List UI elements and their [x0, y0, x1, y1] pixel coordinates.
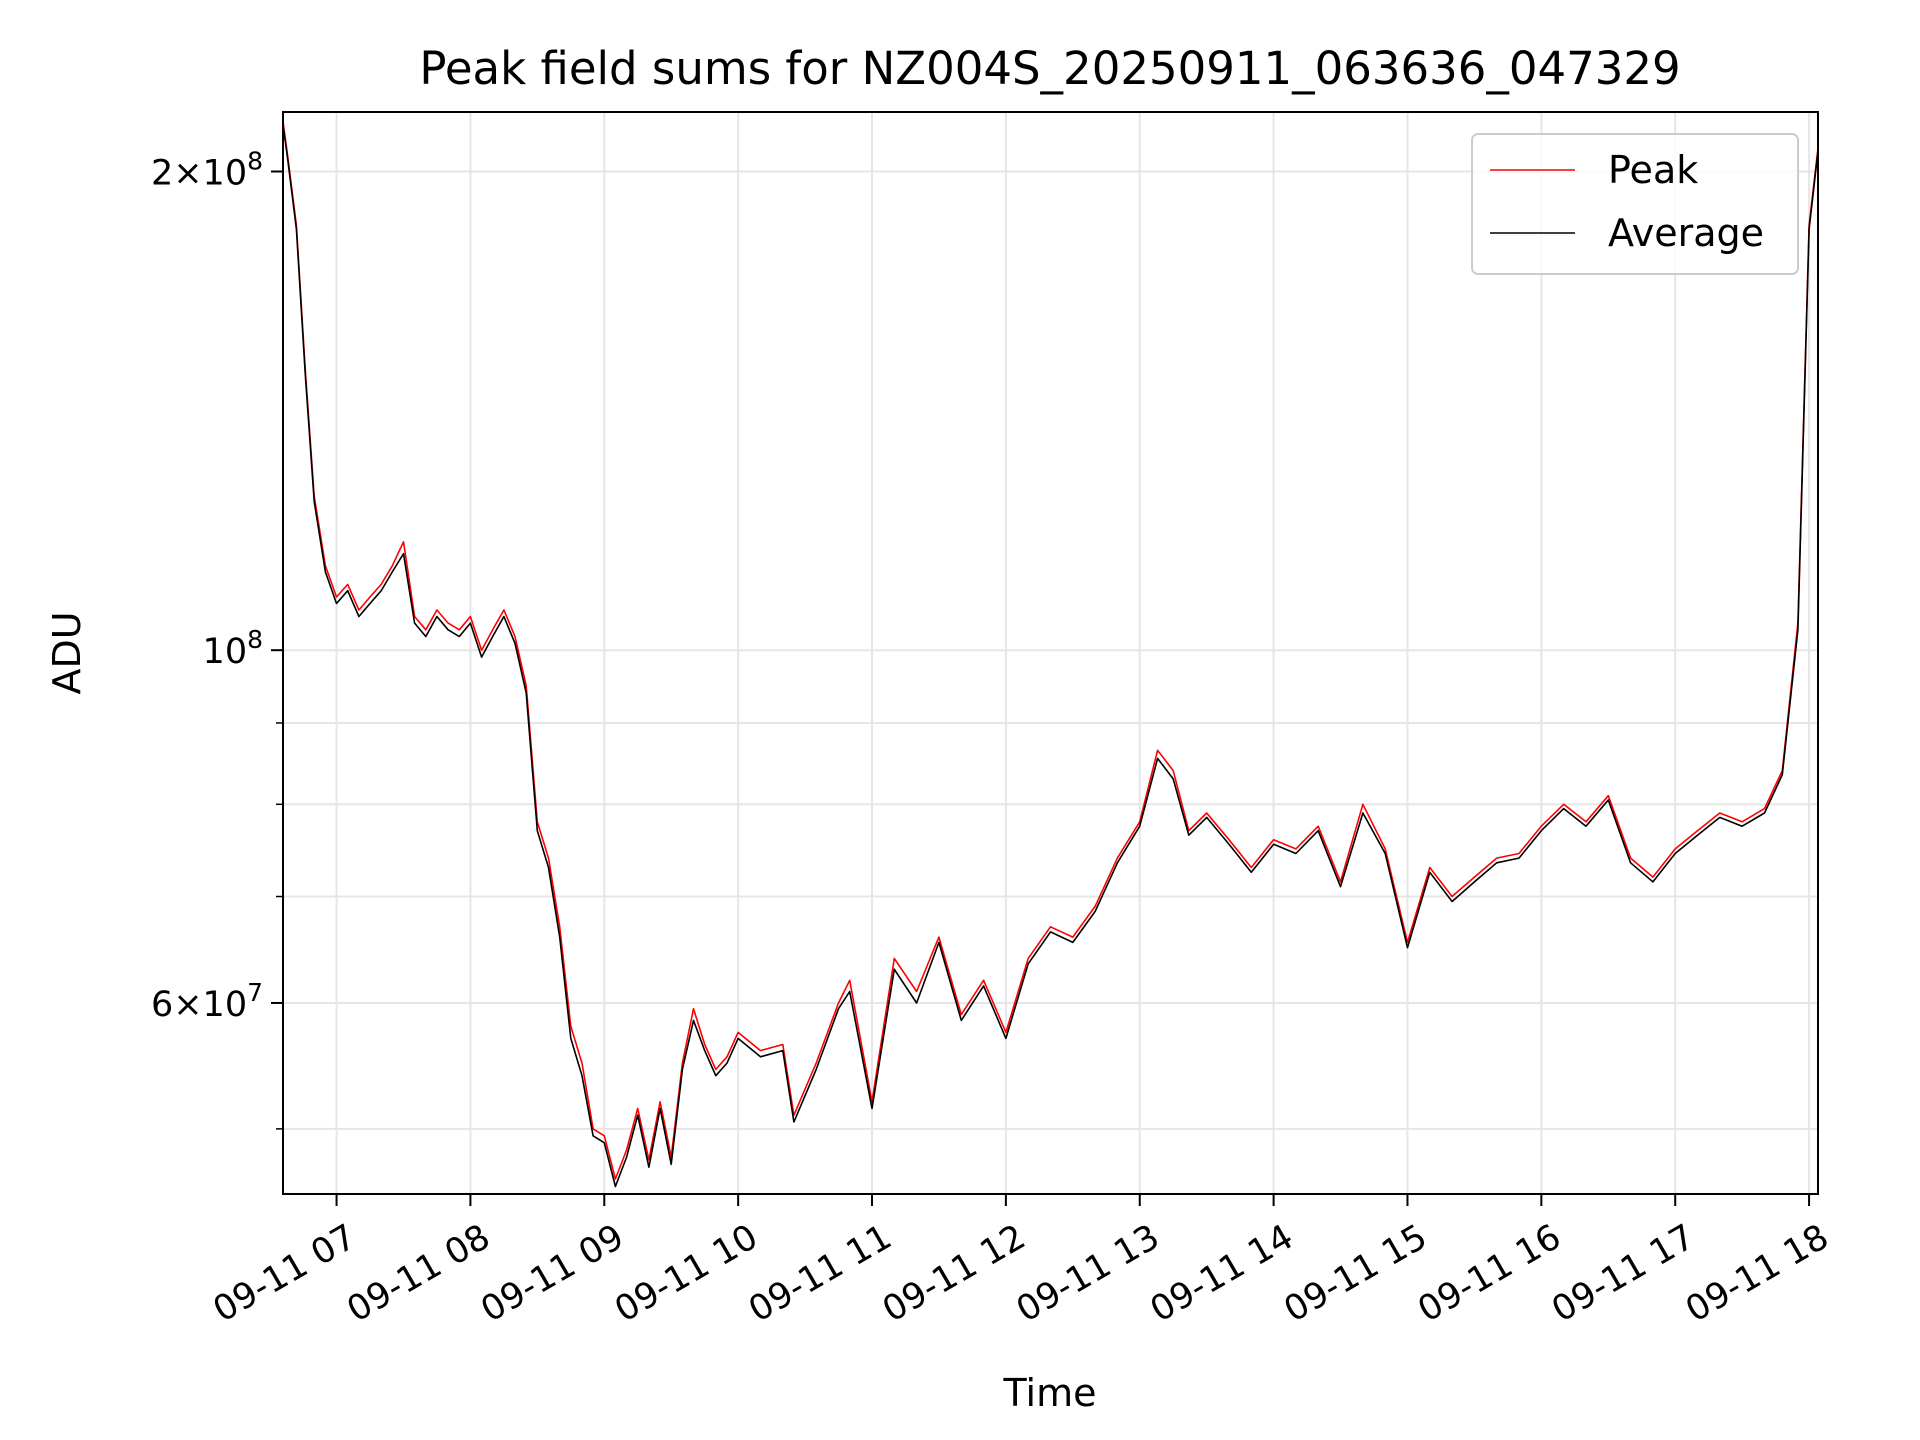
y-tick-label: 6×107	[151, 978, 263, 1025]
plot-area	[283, 121, 1818, 1188]
y-axis: 6×107 108 2×108	[151, 147, 283, 1130]
legend-box	[1471, 133, 1799, 275]
y-tick-label: 108	[203, 625, 263, 672]
chart-title: Peak field sums for NZ004S_20250911_0636…	[419, 42, 1680, 95]
legend-peak-label: Peak	[1608, 148, 1698, 192]
y-tick-label: 2×108	[151, 147, 263, 194]
legend: Peak Average	[1471, 133, 1799, 275]
x-axis-label: Time	[1003, 1371, 1097, 1415]
plot-frame	[282, 111, 1819, 1195]
y-axis-label: ADU	[45, 611, 89, 694]
series-line-average	[283, 124, 1818, 1188]
legend-average-label: Average	[1608, 211, 1764, 255]
series-line-peak	[283, 121, 1818, 1180]
